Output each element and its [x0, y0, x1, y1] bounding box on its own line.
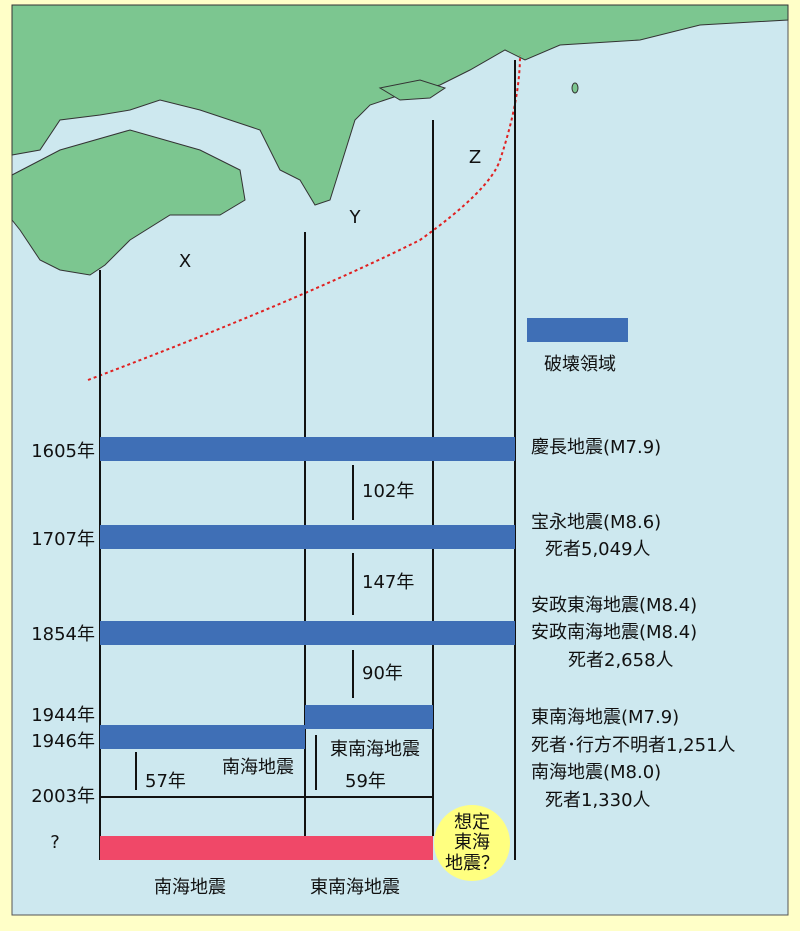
- future-bar: [100, 836, 433, 860]
- future-label: 想定: [454, 812, 490, 833]
- event-label: 安政東海地震(M8.4): [531, 595, 697, 616]
- year-label: ?: [50, 832, 60, 853]
- bar-label: 東南海地震: [330, 739, 420, 760]
- event-label: 東南海地震(M7.9): [531, 707, 679, 728]
- event-label: 死者1,330人: [545, 790, 651, 811]
- year-label: 1854年: [31, 624, 95, 645]
- year-label: 1944年: [31, 705, 95, 726]
- interval-label: 147年: [362, 572, 414, 593]
- map: [11, 4, 789, 276]
- event-label: 死者5,049人: [545, 539, 651, 560]
- year-label: 2003年: [31, 786, 95, 807]
- bottom-label: 南海地震: [154, 877, 226, 898]
- event-label: 死者･行方不明者1,251人: [531, 735, 736, 756]
- zone-label: X: [179, 251, 191, 272]
- zone-label: Z: [469, 147, 481, 168]
- future-circle: [434, 805, 510, 881]
- interval-label: 90年: [362, 663, 403, 684]
- event-label: 宝永地震(M8.6): [531, 512, 661, 533]
- zone-label: Y: [349, 207, 362, 228]
- interval-label: 57年: [145, 771, 186, 792]
- arrows: [135, 465, 354, 790]
- bar-label: 南海地震: [222, 757, 294, 778]
- event-label: 慶長地震(M7.9): [531, 437, 661, 458]
- future-label: 東海: [454, 832, 490, 853]
- year-label: 1946年: [31, 731, 95, 752]
- event-label: 南海地震(M8.0): [531, 762, 661, 783]
- interval-label: 59年: [345, 771, 386, 792]
- interval-label: 102年: [362, 481, 414, 502]
- future-label: 地震？: [445, 853, 499, 874]
- rupture-bars: [100, 318, 628, 749]
- year-label: 1707年: [31, 529, 95, 550]
- legend-label: 破壊領域: [544, 354, 616, 375]
- event-label: 死者2,658人: [568, 650, 674, 671]
- trough-line: [87, 54, 521, 381]
- bottom-label: 東南海地震: [310, 877, 400, 898]
- year-label: 1605年: [31, 441, 95, 462]
- event-label: 安政南海地震(M8.4): [531, 622, 697, 643]
